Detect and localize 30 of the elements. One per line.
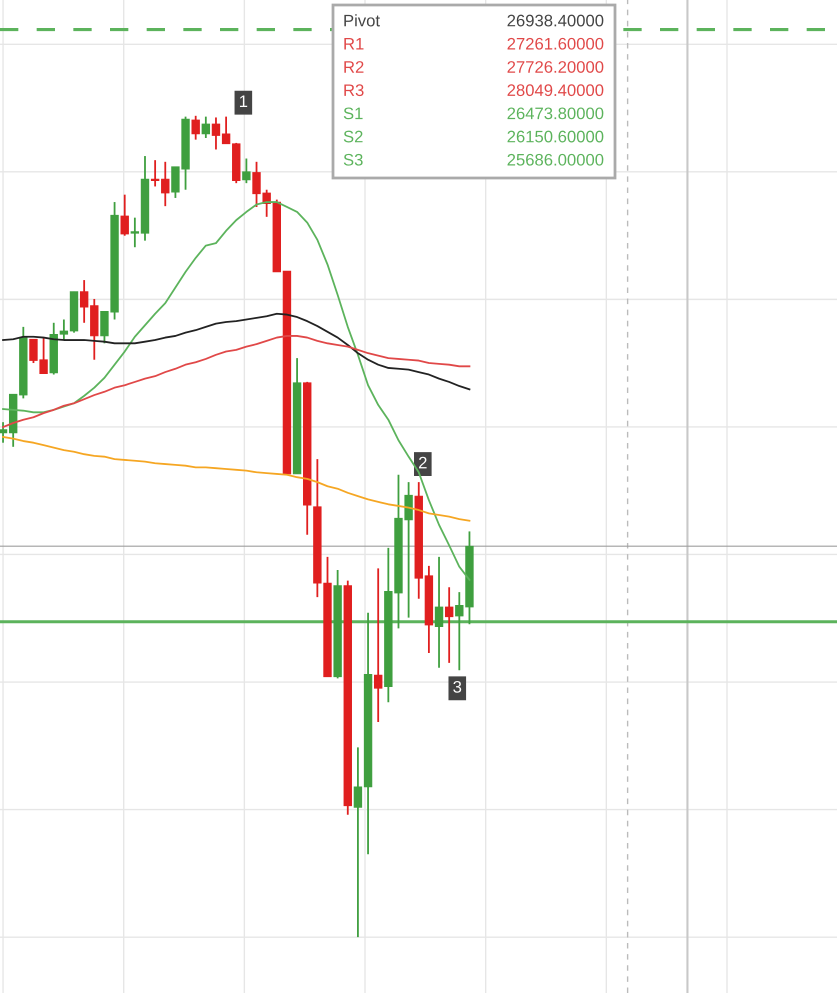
annotation: 1 — [240, 96, 248, 107]
text: 27261.60000 — [508, 38, 604, 50]
candlestick — [29, 338, 38, 364]
candlestick — [120, 194, 129, 237]
text: 26150.60000 — [508, 130, 604, 142]
text: 25686.00000 — [508, 154, 604, 166]
annotation: S2 — [344, 130, 363, 142]
candlestick — [374, 567, 382, 723]
annotation: S1 — [344, 107, 363, 120]
candlestick — [191, 114, 200, 141]
text: R2 — [344, 61, 364, 73]
candlestick — [242, 158, 251, 184]
candlestick — [0, 421, 8, 444]
candlestick — [202, 116, 210, 139]
text: Pivot — [344, 14, 380, 26]
annotation: 3 — [453, 680, 462, 693]
text: 26473.80000 — [508, 107, 604, 120]
candlestick — [434, 556, 444, 669]
candlestick — [39, 336, 48, 375]
text: 27726.20000 — [508, 61, 604, 73]
candlestick — [354, 746, 362, 938]
text: R3 — [344, 84, 364, 96]
annotation: S3 — [344, 154, 363, 166]
text: 26938.40000 — [508, 14, 604, 26]
text: R1 — [344, 38, 364, 50]
text: 28049.40000 — [508, 84, 604, 96]
annotation: 2 — [419, 456, 427, 468]
candlestick — [212, 116, 220, 150]
candlestick — [252, 160, 261, 208]
candlestick — [444, 586, 454, 664]
